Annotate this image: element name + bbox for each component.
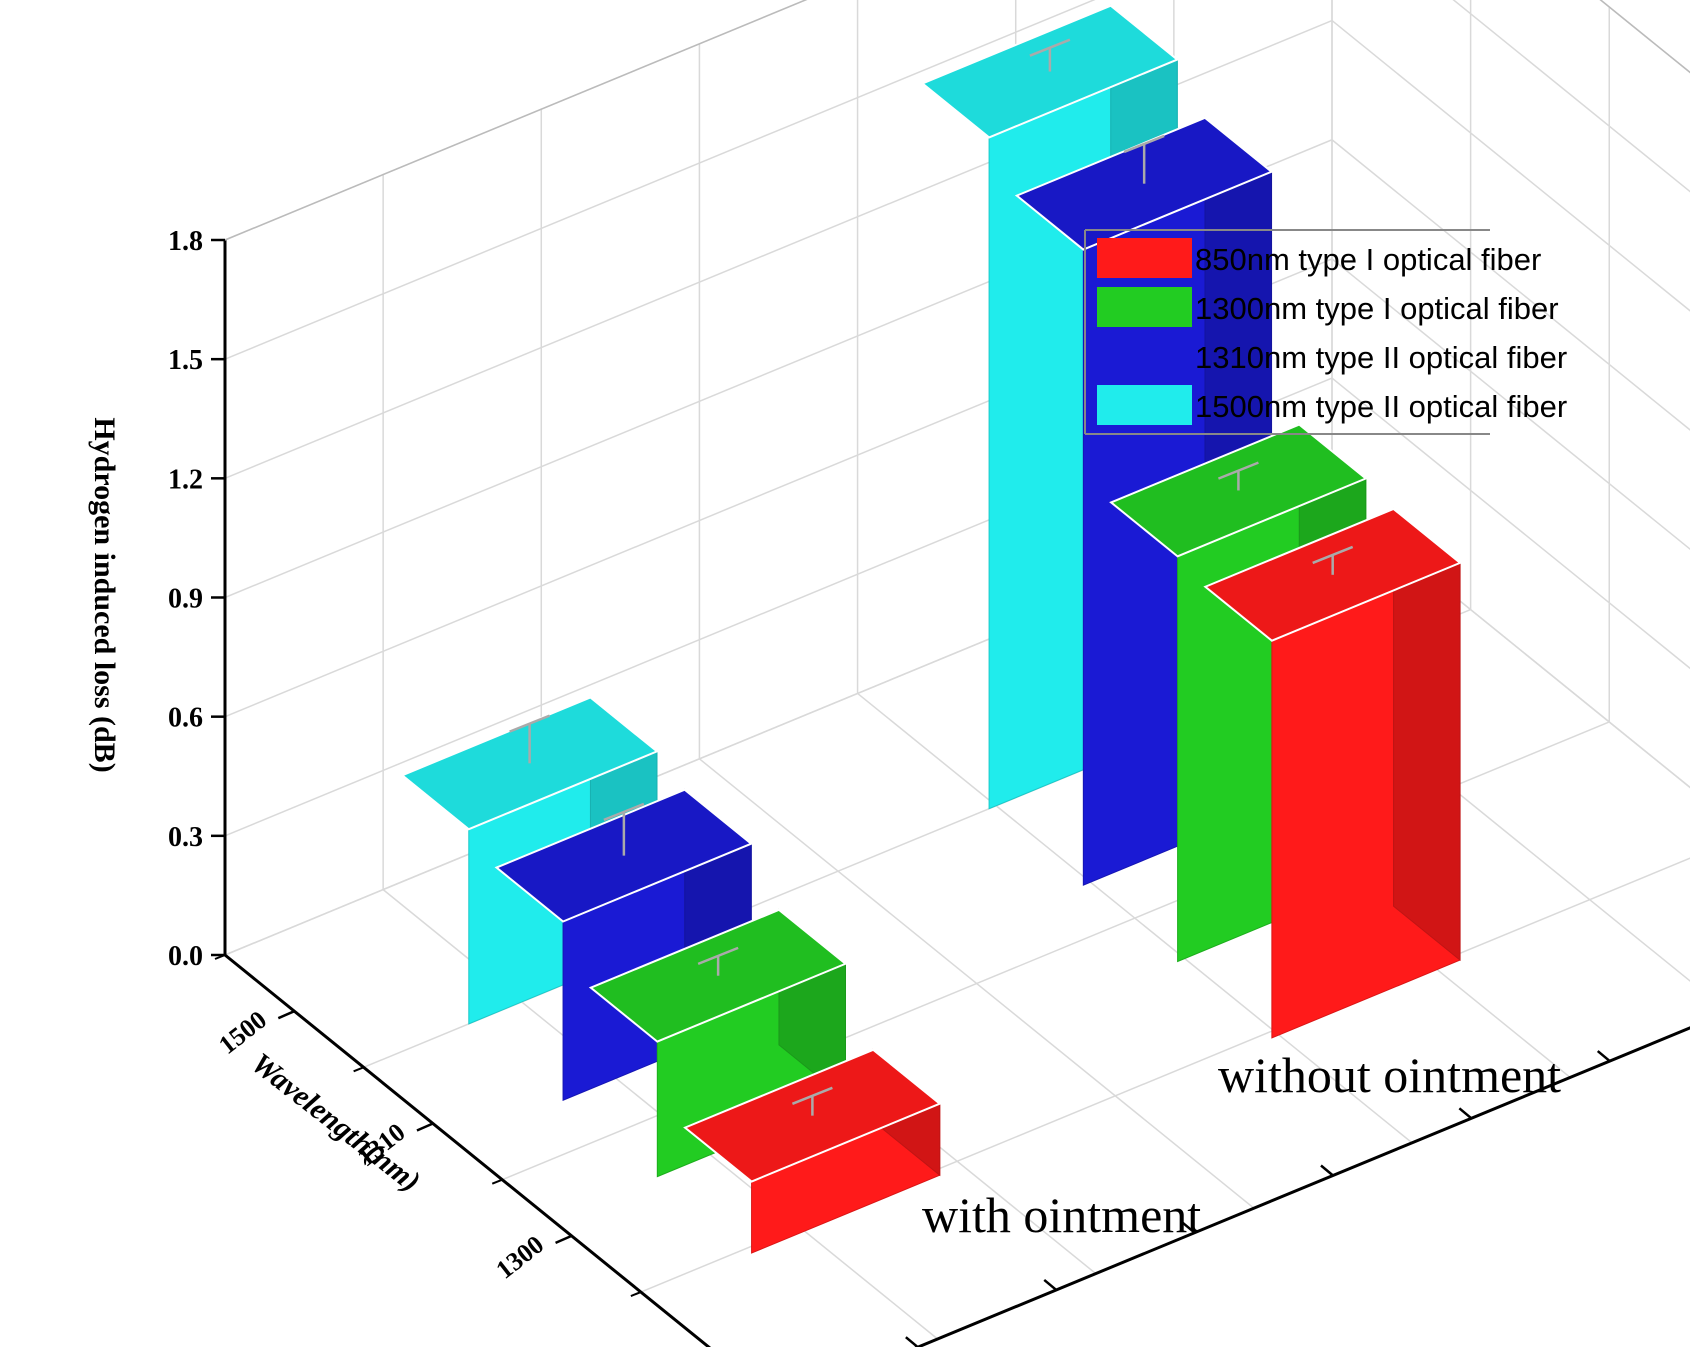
x-axis-title: Wavelength(nm) <box>245 1047 426 1199</box>
group-label: with ointment <box>922 1187 1201 1243</box>
legend-swatch <box>1097 385 1192 425</box>
group-tick <box>1596 1050 1611 1063</box>
group-tick <box>1320 1164 1334 1177</box>
x-tick-label: 850 <box>639 1342 688 1347</box>
error-bar-cap <box>1123 134 1165 154</box>
group-tick <box>1043 1278 1058 1291</box>
y-tick-label: 0.0 <box>168 941 203 972</box>
axes <box>211 0 1690 1347</box>
error-bar-cap <box>509 714 551 733</box>
error-bar-cap <box>1029 38 1071 57</box>
x-minor-tick <box>491 1178 503 1185</box>
group-tick <box>905 1336 919 1347</box>
x-tick-label: 1300 <box>490 1230 549 1285</box>
bars <box>400 4 1462 1254</box>
legend-label: 850nm type I optical fiber <box>1195 242 1541 277</box>
error-bar-cap <box>697 946 739 966</box>
x-tick <box>555 1234 573 1245</box>
group-tick <box>1458 1107 1473 1120</box>
x-tick <box>416 1122 434 1132</box>
error-bar-cap <box>1217 461 1259 480</box>
group-tick <box>1181 1221 1196 1234</box>
frame-top <box>1599 0 1690 74</box>
legend: 850nm type I optical fiber 1300nm type I … <box>1084 229 1567 435</box>
y-tick-label: 1.8 <box>168 226 203 257</box>
x-minor-tick <box>214 954 226 960</box>
y-tick-label: 0.6 <box>168 703 203 734</box>
legend-label: 1500nm type II optical fiber <box>1195 389 1567 424</box>
legend-label: 1300nm type I optical fiber <box>1195 291 1559 326</box>
legend-swatch <box>1097 336 1192 376</box>
grid-line-right <box>1599 0 1690 74</box>
error-bar-cap <box>791 1086 833 1105</box>
grid-line-floor <box>698 758 1255 1209</box>
y-tick-label: 1.2 <box>168 464 203 495</box>
error-bar-cap <box>603 802 645 822</box>
legend-swatch <box>1097 238 1192 278</box>
grid-line-floor <box>857 692 1413 1144</box>
legend-swatch <box>1097 287 1192 327</box>
y-axis-title: Hydrogen induced loss (dB) <box>88 417 121 772</box>
y-tick-label: 0.9 <box>168 584 203 615</box>
y-tick-label: 0.3 <box>168 822 203 853</box>
group-label: without ointment <box>1218 1047 1561 1103</box>
grid-line-back <box>224 0 1096 360</box>
frame-top <box>224 0 808 241</box>
x-minor-tick <box>353 1066 364 1073</box>
x-tick <box>277 1010 295 1020</box>
legend-label: 1310nm type II optical fiber <box>1195 340 1567 375</box>
error-bar-cap <box>1312 545 1354 565</box>
grid-lines <box>224 0 1690 1347</box>
y-tick-label: 1.5 <box>168 345 203 376</box>
x-minor-tick <box>630 1291 642 1297</box>
